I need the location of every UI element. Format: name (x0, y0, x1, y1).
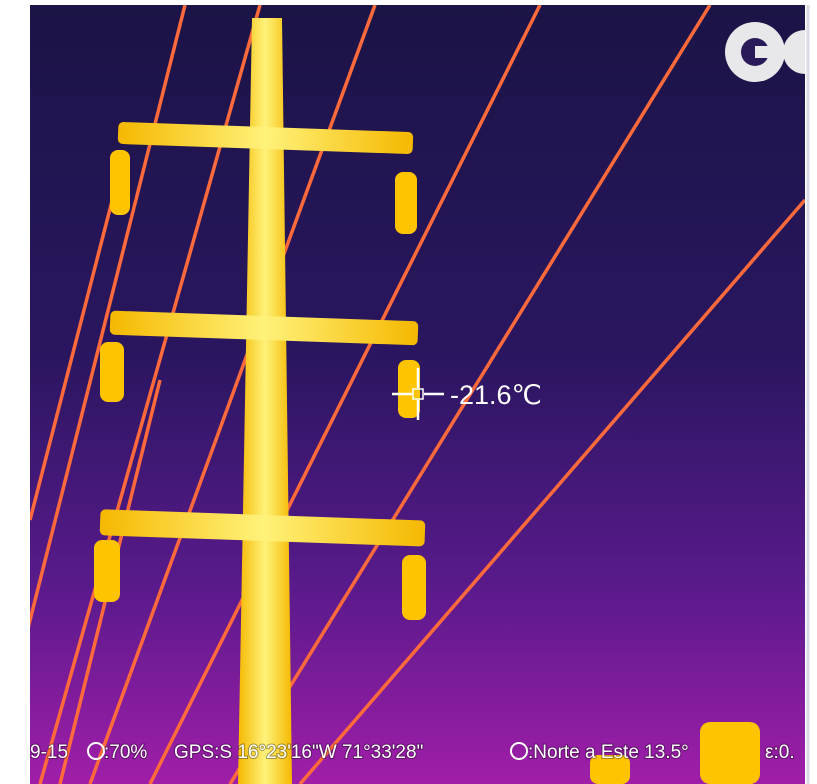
temperature-readout: -21.6℃ (450, 380, 542, 410)
power-lines (30, 5, 805, 784)
crosshair (392, 368, 444, 420)
thermal-image: -21.6℃ 9-15 :70% GPS:S 16°23'16"W 71°33'… (30, 5, 805, 784)
tower (99, 18, 426, 784)
logo (725, 22, 805, 82)
status-humidity: :70% (104, 742, 147, 763)
status-date: 9-15 (30, 742, 68, 763)
status-bar: 9-15 :70% GPS:S 16°23'16"W 71°33'28" :No… (30, 741, 796, 764)
insulators (94, 150, 760, 784)
status-gps: GPS:S 16°23'16"W 71°33'28" (174, 742, 423, 763)
status-heading: :Norte a Este 13.5° (528, 742, 689, 763)
compass-icon (510, 742, 528, 760)
status-emissivity: ε:0. (765, 742, 795, 763)
humidity-icon (87, 742, 105, 760)
